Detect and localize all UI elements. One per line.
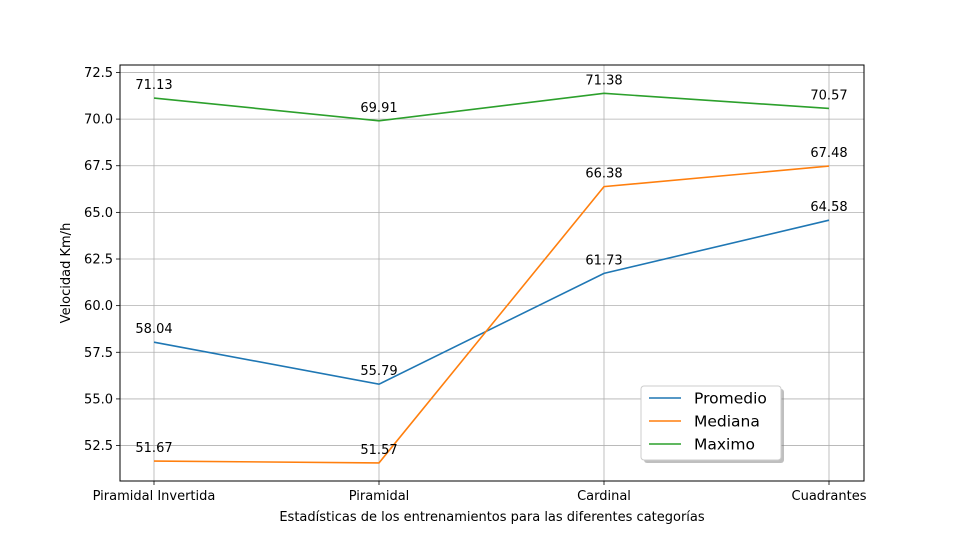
x-tick-label: Piramidal Invertida	[93, 489, 216, 504]
data-label: 71.13	[135, 78, 172, 93]
y-tick-label: 60.0	[84, 299, 113, 314]
data-label: 66.38	[585, 167, 622, 182]
data-label: 55.79	[360, 364, 397, 379]
series-line-promedio	[153, 219, 830, 386]
data-labels: 58.04 55.79 61.73 64.58 51.67 51.57 66.38 67.48…	[135, 73, 847, 458]
data-label: 64.58	[810, 200, 847, 215]
y-tick-label: 55.0	[84, 392, 113, 407]
series-line-maximo	[153, 92, 830, 122]
data-label: 51.67	[135, 441, 172, 456]
data-label: 61.73	[585, 253, 622, 268]
y-tick-label: 62.5	[84, 253, 113, 268]
data-label: 69.91	[360, 101, 397, 116]
y-tick-label: 67.5	[84, 159, 113, 174]
y-tick-label: 57.5	[84, 346, 113, 361]
y-tick-label: 72.5	[84, 66, 113, 81]
legend-box	[640, 385, 782, 461]
data-label: 70.57	[810, 88, 847, 103]
legend-label: Maximo	[694, 436, 755, 454]
x-axis-label: Estadísticas de los entrenamientos para …	[279, 510, 705, 525]
x-tick-label: Cardinal	[577, 489, 631, 504]
legend-label: Promedio	[694, 390, 767, 408]
y-axis: 52.5 55.0 57.5 60.0 62.5 65.0 67.5 70.0 72.5	[84, 66, 120, 454]
data-label: 51.57	[360, 443, 397, 458]
data-label: 58.04	[135, 322, 172, 337]
legend-label: Mediana	[694, 413, 760, 431]
legend: Promedio Mediana Maximo	[640, 385, 784, 463]
plot-frame	[119, 64, 865, 482]
data-label: 71.38	[585, 73, 622, 88]
series-line-mediana	[153, 165, 830, 464]
y-axis-label: Velocidad Km/h	[59, 223, 74, 324]
x-tick-label: Cuadrantes	[792, 489, 867, 504]
grid-lines	[120, 65, 864, 481]
x-axis: Piramidal Invertida Piramidal Cardinal Cuad…	[93, 481, 867, 504]
data-label: 67.48	[810, 146, 847, 161]
series-layer	[153, 92, 830, 464]
y-tick-label: 70.0	[84, 113, 113, 128]
x-tick-label: Piramidal	[349, 489, 410, 504]
y-tick-label: 65.0	[84, 206, 113, 221]
y-tick-label: 52.5	[84, 439, 113, 454]
